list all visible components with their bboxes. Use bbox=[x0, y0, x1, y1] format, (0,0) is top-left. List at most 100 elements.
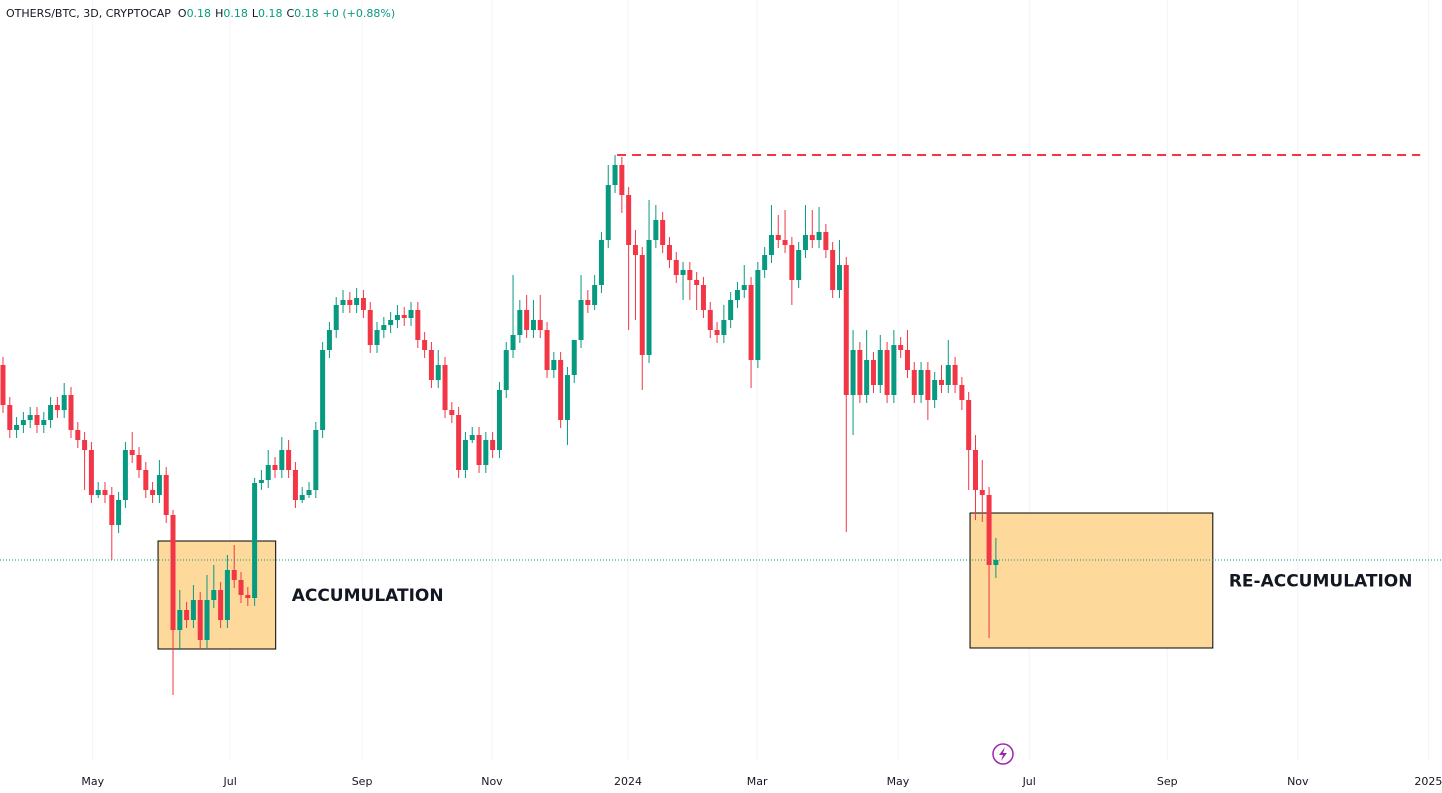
candle-body bbox=[211, 590, 217, 600]
candle-body bbox=[653, 220, 659, 240]
candle-body bbox=[639, 255, 645, 355]
candle-body bbox=[0, 365, 6, 405]
candle-body bbox=[34, 415, 40, 425]
candle-body bbox=[320, 350, 326, 430]
candle-body bbox=[904, 350, 910, 370]
candle-body bbox=[476, 435, 482, 465]
candle-body bbox=[177, 610, 183, 630]
candle-body bbox=[435, 365, 441, 380]
candle-body bbox=[524, 310, 530, 330]
candle-body bbox=[279, 450, 285, 470]
candle-body bbox=[401, 315, 407, 318]
ohlc-key: L bbox=[251, 7, 258, 20]
candle-body bbox=[694, 280, 700, 285]
x-tick-label: 2025 bbox=[1414, 775, 1442, 788]
candle-body bbox=[109, 495, 115, 525]
candle-body bbox=[782, 240, 788, 245]
candle-body bbox=[959, 385, 965, 400]
change: +0 (+0.88%) bbox=[322, 7, 396, 20]
candle-body bbox=[422, 340, 428, 350]
candle-body bbox=[82, 440, 88, 450]
candle-body bbox=[714, 330, 720, 335]
candle-body bbox=[265, 465, 271, 480]
candle-body bbox=[54, 405, 60, 410]
candle-body bbox=[802, 235, 808, 250]
candle-body bbox=[388, 320, 394, 325]
candle-body bbox=[680, 270, 686, 275]
candle-body bbox=[870, 360, 876, 385]
x-tick-label: Nov bbox=[1287, 775, 1309, 788]
candle-body bbox=[306, 490, 312, 495]
candle-body bbox=[972, 450, 978, 490]
x-tick-label: Jul bbox=[222, 775, 236, 788]
zone-label: ACCUMULATION bbox=[292, 586, 444, 606]
candle-body bbox=[190, 600, 196, 620]
candle-body bbox=[428, 350, 434, 380]
candle-body bbox=[299, 495, 305, 500]
candle-body bbox=[95, 490, 101, 495]
candle-body bbox=[490, 440, 496, 450]
candle-body bbox=[116, 500, 122, 525]
candle-body bbox=[129, 450, 135, 455]
candle-body bbox=[20, 420, 26, 425]
candle-body bbox=[238, 580, 244, 595]
candle-body bbox=[272, 465, 278, 470]
candle-body bbox=[626, 195, 632, 245]
candle-body bbox=[945, 365, 951, 385]
candle-body bbox=[571, 340, 577, 375]
candle-body bbox=[231, 570, 237, 580]
candle-body bbox=[687, 270, 693, 280]
candle-body bbox=[605, 185, 611, 240]
candle-body bbox=[381, 325, 387, 330]
candle-body bbox=[462, 440, 468, 470]
candle-body bbox=[14, 425, 20, 430]
ohlc-value: 0.18 bbox=[294, 7, 319, 20]
symbol: OTHERS/BTC, 3D, CRYPTOCAP bbox=[6, 7, 171, 20]
candle-body bbox=[537, 320, 543, 330]
x-tick-label: May bbox=[887, 775, 910, 788]
candle-body bbox=[360, 298, 366, 310]
candle-body bbox=[333, 305, 339, 330]
candle-body bbox=[857, 350, 863, 395]
candle-body bbox=[496, 390, 502, 450]
x-tick-label: Mar bbox=[747, 775, 768, 788]
candle-body bbox=[530, 320, 536, 330]
candle-body bbox=[184, 610, 190, 620]
candle-body bbox=[721, 320, 727, 335]
candle-body bbox=[456, 415, 462, 470]
candle-body bbox=[340, 300, 346, 305]
candle-body bbox=[952, 365, 958, 385]
candle-body bbox=[734, 290, 740, 300]
candle-body bbox=[551, 360, 557, 370]
candle-body bbox=[218, 590, 224, 620]
candle-body bbox=[313, 430, 319, 490]
candle-body bbox=[204, 600, 210, 640]
candle-body bbox=[347, 300, 353, 305]
candle-body bbox=[660, 220, 666, 245]
candle-body bbox=[197, 600, 203, 640]
candle-body bbox=[41, 420, 47, 425]
candle-body bbox=[517, 310, 523, 335]
candle-body bbox=[598, 240, 604, 285]
candle-body bbox=[258, 480, 264, 483]
candle-body bbox=[979, 490, 985, 495]
candle-body bbox=[891, 345, 897, 395]
candle-body bbox=[836, 265, 842, 290]
candle-body bbox=[775, 235, 781, 240]
candle-body bbox=[762, 255, 768, 270]
candle-body bbox=[993, 560, 999, 565]
candle-body bbox=[748, 285, 754, 360]
candle-body bbox=[394, 315, 400, 320]
candle-body bbox=[252, 483, 258, 598]
x-tick-label: May bbox=[81, 775, 104, 788]
candle-body bbox=[728, 300, 734, 320]
ohlc-value: 0.18 bbox=[186, 7, 212, 20]
candle-body bbox=[354, 298, 360, 305]
candle-body bbox=[741, 285, 747, 290]
candle-body bbox=[585, 300, 591, 305]
zone-label: RE-ACCUMULATION bbox=[1229, 572, 1413, 592]
candle-body bbox=[789, 245, 795, 280]
candle-body bbox=[61, 395, 67, 410]
candle-body bbox=[27, 415, 33, 420]
